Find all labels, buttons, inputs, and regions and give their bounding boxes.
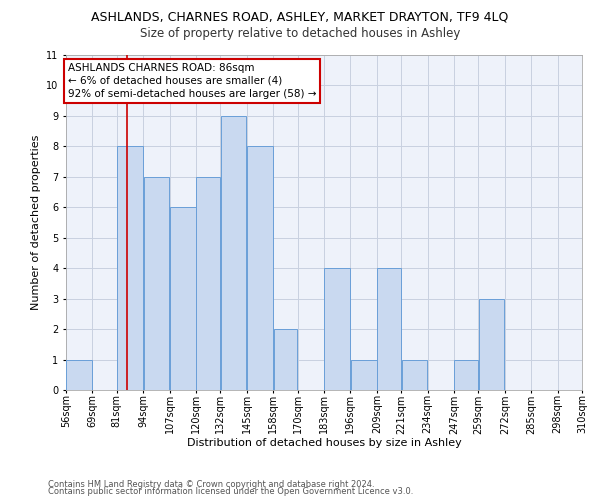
Bar (143, 177, 169, 390)
Bar (454, 360, 478, 390)
Bar (117, 146, 143, 390)
Bar (247, 146, 273, 390)
Text: ASHLANDS, CHARNES ROAD, ASHLEY, MARKET DRAYTON, TF9 4LQ: ASHLANDS, CHARNES ROAD, ASHLEY, MARKET D… (91, 10, 509, 23)
Text: Contains HM Land Registry data © Crown copyright and database right 2024.: Contains HM Land Registry data © Crown c… (48, 480, 374, 489)
Bar (67, 360, 92, 390)
Bar (325, 268, 350, 390)
Bar (377, 268, 401, 390)
Text: Size of property relative to detached houses in Ashley: Size of property relative to detached ho… (140, 28, 460, 40)
Bar (479, 298, 505, 390)
Bar (170, 208, 196, 390)
Text: ASHLANDS CHARNES ROAD: 86sqm
← 6% of detached houses are smaller (4)
92% of semi: ASHLANDS CHARNES ROAD: 86sqm ← 6% of det… (68, 62, 317, 99)
Bar (196, 177, 220, 390)
Bar (274, 329, 297, 390)
Text: Contains public sector information licensed under the Open Government Licence v3: Contains public sector information licen… (48, 487, 413, 496)
Y-axis label: Number of detached properties: Number of detached properties (31, 135, 41, 310)
X-axis label: Distribution of detached houses by size in Ashley: Distribution of detached houses by size … (187, 438, 461, 448)
Bar (351, 360, 377, 390)
Bar (401, 360, 427, 390)
Bar (221, 116, 247, 390)
